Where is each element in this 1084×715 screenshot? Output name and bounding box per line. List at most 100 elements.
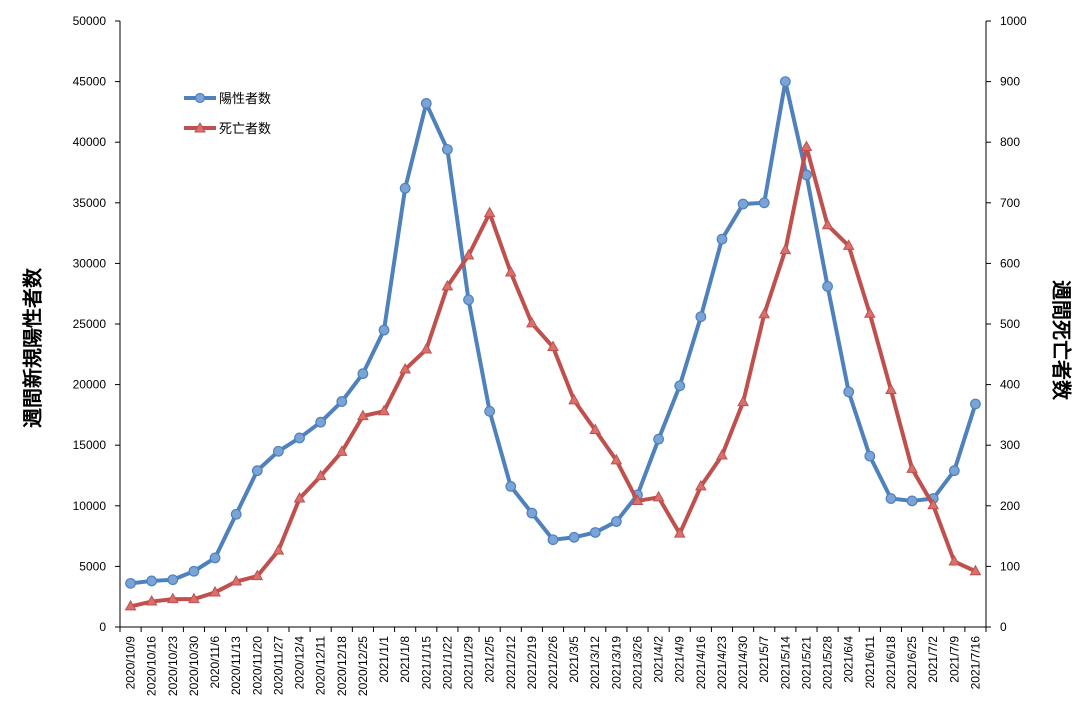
data-point: [631, 494, 644, 505]
data-point: [272, 544, 285, 555]
left-tick-label: 20000: [73, 378, 107, 392]
right-tick-label: 900: [1000, 75, 1020, 89]
data-point: [821, 218, 834, 230]
data-point: [188, 592, 200, 604]
series-line: [128, 79, 978, 586]
right-tick-label: 300: [1000, 438, 1020, 452]
left-tick-label: 5000: [79, 559, 106, 573]
data-point: [906, 495, 918, 507]
data-point: [568, 393, 580, 405]
data-point: [547, 534, 559, 546]
x-tick-label: 2021/6/11: [863, 636, 877, 689]
data-point: [230, 508, 242, 520]
x-tick-label: 2021/5/14: [778, 636, 792, 690]
x-tick-label: 2021/2/26: [546, 636, 560, 690]
left-tick-label: 35000: [73, 196, 107, 210]
x-tick-label: 2021/6/4: [842, 636, 856, 683]
data-point: [737, 395, 749, 407]
x-tick-label: 2021/1/29: [462, 636, 476, 690]
data-point: [610, 516, 622, 527]
data-point: [357, 409, 369, 421]
x-tick-label: 2021/3/12: [588, 636, 602, 690]
data-point: [822, 281, 833, 292]
x-tick-label: 2021/4/23: [715, 636, 729, 690]
x-tick-label: 2020/11/27: [271, 636, 285, 695]
data-point: [864, 450, 876, 462]
x-tick-label: 2021/1/1: [377, 636, 391, 683]
data-point: [188, 565, 200, 577]
left-tick-label: 25000: [73, 317, 107, 331]
data-point: [146, 575, 158, 587]
data-point: [399, 182, 411, 194]
data-point: [843, 386, 855, 398]
data-point: [906, 462, 918, 473]
data-point: [547, 340, 559, 352]
x-tick-label: 2020/12/11: [314, 636, 328, 695]
x-tick-label: 2021/3/19: [609, 636, 623, 690]
data-point: [695, 311, 707, 323]
data-point: [653, 433, 665, 445]
data-point: [483, 206, 496, 218]
data-point: [758, 307, 771, 319]
legend-item-positive: 陽性者数: [184, 92, 271, 107]
data-point: [125, 577, 136, 589]
right-tick-label: 400: [1000, 378, 1020, 392]
left-tick-label: 30000: [73, 256, 107, 270]
x-axis-ticks: 2020/10/9 2020/10/16 2020/10/23 2020/10/30 2…: [119, 627, 987, 696]
data-point: [463, 294, 474, 306]
data-point: [399, 362, 411, 374]
x-tick-label: 2021/5/28: [821, 636, 835, 690]
data-point: [716, 448, 728, 460]
data-point: [504, 265, 517, 277]
x-tick-label: 2020/10/23: [166, 636, 180, 696]
data-point: [673, 527, 686, 538]
legend-label-positive: 陽性者数: [219, 92, 271, 107]
x-tick-label: 2021/2/5: [483, 636, 497, 683]
data-point: [420, 98, 432, 109]
x-tick-label: 2020/12/4: [293, 636, 307, 690]
data-point: [273, 445, 284, 457]
x-tick-label: 2021/4/30: [736, 636, 750, 690]
x-tick-label: 2021/7/9: [947, 636, 961, 683]
legend-item-deaths: 死亡者数: [184, 121, 271, 137]
x-tick-label: 2021/7/16: [968, 636, 982, 690]
data-point: [335, 445, 348, 456]
data-point: [737, 198, 749, 210]
right-tick-label: 700: [1000, 196, 1020, 210]
x-tick-label: 2021/1/15: [419, 636, 433, 690]
right-tick-label: 0: [1000, 620, 1007, 634]
x-tick-label: 2021/2/12: [504, 636, 518, 690]
x-tick-label: 2021/7/2: [926, 636, 940, 683]
data-point: [484, 405, 496, 417]
series-deaths: [124, 140, 982, 611]
legend-marker-deaths: [194, 121, 206, 133]
data-point: [589, 423, 602, 435]
data-point: [314, 469, 327, 481]
right-y-axis-label: 週間死亡者数: [1050, 280, 1074, 401]
data-point: [674, 380, 686, 392]
x-tick-label: 2020/10/16: [145, 636, 159, 696]
data-point: [166, 592, 179, 604]
data-point: [251, 569, 264, 581]
left-tick-label: 0: [99, 620, 106, 634]
data-point: [251, 465, 263, 477]
x-tick-label: 2021/2/19: [525, 636, 539, 690]
data-point: [209, 552, 221, 564]
data-point: [948, 465, 960, 477]
right-tick-label: 200: [1000, 499, 1020, 513]
data-point: [336, 396, 348, 407]
left-tick-label: 15000: [73, 438, 107, 452]
series-layer: [124, 76, 982, 611]
data-point: [209, 585, 221, 597]
data-point: [230, 575, 243, 586]
x-tick-label: 2020/12/18: [335, 636, 349, 696]
x-tick-label: 2020/10/9: [124, 636, 138, 690]
x-tick-label: 2021/1/22: [440, 636, 454, 690]
right-tick-label: 500: [1000, 317, 1020, 331]
data-point: [294, 432, 305, 444]
right-y-axis-ticks: 0 100 200 300 400 500 600 700 800 900 1000: [986, 14, 1027, 634]
left-tick-label: 10000: [73, 499, 107, 513]
x-tick-label: 2021/4/2: [652, 636, 666, 683]
x-tick-label: 2021/6/25: [905, 636, 919, 690]
